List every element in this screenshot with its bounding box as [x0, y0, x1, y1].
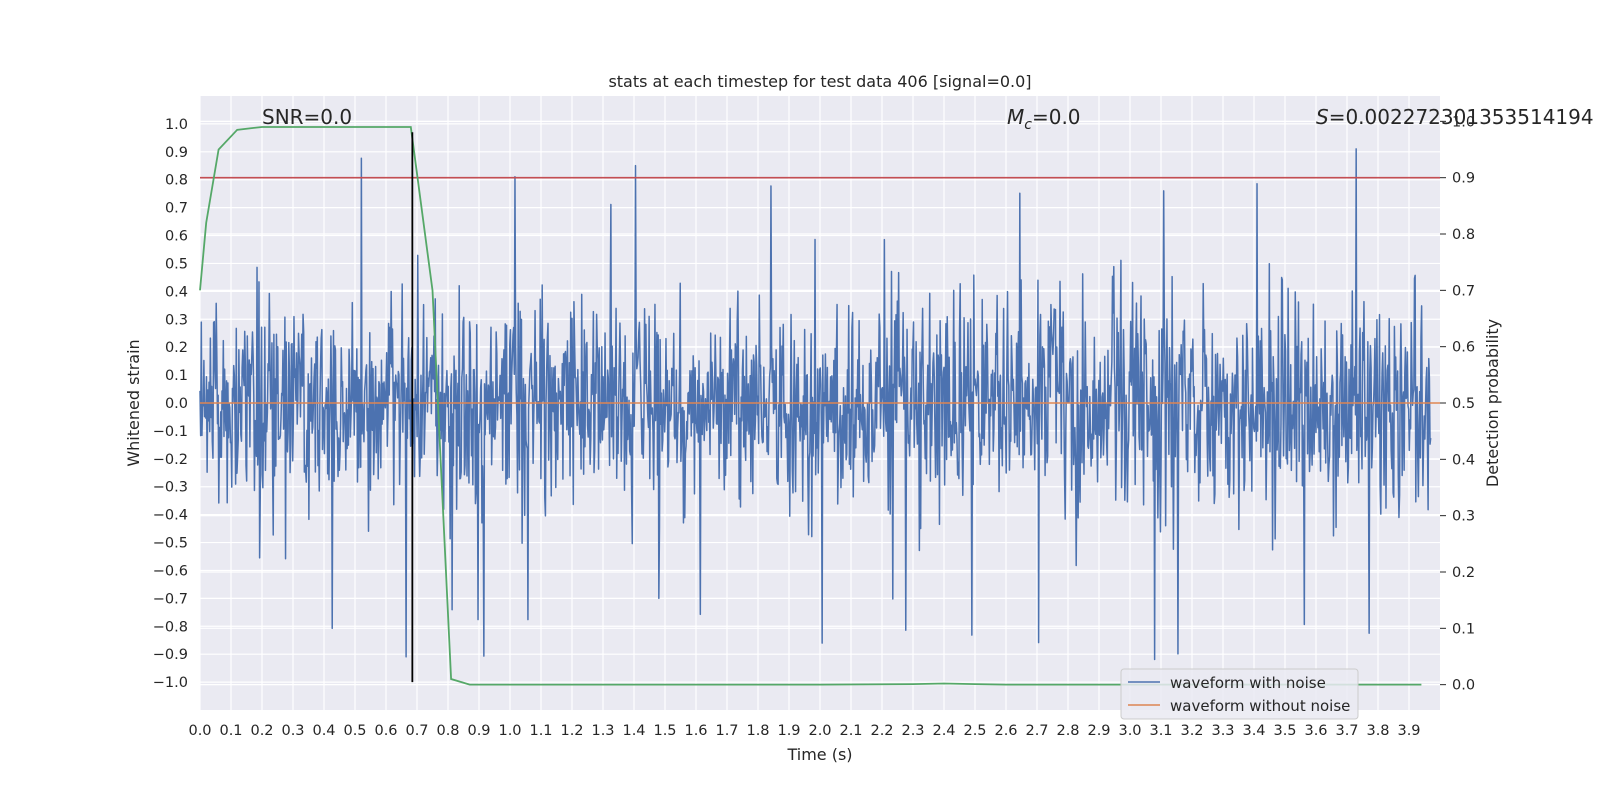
y-tick-label-right: 0.0 — [1452, 678, 1475, 694]
x-tick-label: 2.8 — [1056, 723, 1079, 739]
s-value: =0.002272301353514194 — [1329, 105, 1594, 129]
x-tick-label: 0.4 — [312, 723, 335, 739]
series-detection-probability — [199, 126, 1422, 686]
x-tick-label: 1.7 — [715, 723, 738, 739]
x-tick-label: 3.6 — [1304, 723, 1327, 739]
y-tick-label-left: −0.4 — [153, 508, 188, 524]
x-tick-label: 3.7 — [1335, 723, 1358, 739]
x-tick-label: 0.3 — [281, 723, 304, 739]
y-tick-label-left: −0.6 — [153, 563, 188, 579]
x-tick-label: 2.7 — [1025, 723, 1048, 739]
y-tick-label-left: 0.6 — [165, 229, 188, 245]
y-tick-label-left: 0.2 — [165, 340, 188, 356]
y-tick-label-left: −0.8 — [153, 619, 188, 635]
x-tick-label: 0.7 — [405, 723, 428, 739]
legend: waveform with noise waveform without noi… — [1120, 668, 1359, 720]
s-annotation: S=0.002272301353514194 — [1316, 105, 1594, 129]
y-tick-label-left: 0.7 — [165, 201, 188, 217]
x-tick-label: 3.9 — [1397, 723, 1420, 739]
x-tick-label: 1.6 — [684, 723, 707, 739]
s-symbol: S — [1316, 105, 1329, 129]
mc-subscript: c — [1024, 117, 1032, 133]
y-tick-label-left: −1.0 — [153, 675, 188, 691]
x-tick-label: 0.9 — [467, 723, 490, 739]
x-tick-label: 2.2 — [870, 723, 893, 739]
x-tick-label: 3.2 — [1180, 723, 1203, 739]
legend-box — [1120, 668, 1359, 720]
mc-value: =0.0 — [1032, 105, 1081, 129]
y-tick-label-right: 0.2 — [1452, 565, 1475, 581]
chart-title: stats at each timestep for test data 406… — [608, 72, 1031, 91]
x-tick-label: 2.6 — [994, 723, 1017, 739]
y-tick-label-left: 0.1 — [165, 368, 188, 384]
x-tick-label: 0.6 — [374, 723, 397, 739]
y-tick-label-right: 0.6 — [1452, 340, 1475, 356]
y-tick-label-left: 0.3 — [165, 312, 188, 328]
x-tick-label: 0.0 — [188, 723, 211, 739]
x-tick-label: 0.8 — [436, 723, 459, 739]
x-tick-label: 1.8 — [746, 723, 769, 739]
y-tick-label-left: −0.3 — [153, 480, 188, 496]
x-tick-label: 1.0 — [498, 723, 521, 739]
legend-label-noise: waveform with noise — [1170, 674, 1326, 692]
line-detection-probability — [199, 126, 1422, 686]
x-tick-label: 1.5 — [653, 723, 676, 739]
x-tick-label: 3.5 — [1273, 723, 1296, 739]
y-tick-label-left: 0.9 — [165, 145, 188, 161]
y-tick-labels-left: 1.0 0.9 0.8 0.7 0.6 0.5 0.4 0.3 0.2 0.1 0.0 −0.1 −0.… — [153, 117, 188, 691]
mc-symbol: M — [1007, 105, 1024, 129]
y-tick-label-left: −0.7 — [153, 591, 188, 607]
x-tick-label: 3.3 — [1211, 723, 1234, 739]
x-tick-label: 0.2 — [250, 723, 273, 739]
y-tick-label-right: 0.4 — [1452, 452, 1475, 468]
x-tick-label: 2.9 — [1087, 723, 1110, 739]
x-tick-label: 1.4 — [622, 723, 645, 739]
y-tick-label-left: 0.5 — [165, 256, 188, 272]
x-tick-label: 2.0 — [808, 723, 831, 739]
x-tick-label: 1.3 — [591, 723, 614, 739]
x-tick-label: 2.1 — [839, 723, 862, 739]
snr-annotation: SNR=0.0 — [262, 105, 352, 129]
x-tick-label: 3.0 — [1118, 723, 1141, 739]
y-tick-label-left: −0.5 — [153, 536, 188, 552]
y-tick-label-right: 0.9 — [1452, 171, 1475, 187]
y-tick-labels-right: 1.0 0.9 0.8 0.7 0.6 0.5 0.4 0.3 0.2 0.1 0.0 — [1440, 114, 1475, 694]
y-tick-label-right: 0.5 — [1452, 396, 1475, 412]
y-tick-label-left: −0.9 — [153, 647, 188, 663]
x-tick-label: 0.1 — [219, 723, 242, 739]
x-tick-labels: 0.0 0.1 0.2 0.3 0.4 0.5 0.6 0.7 0.8 0.9 1.0 1.1 1.2 1… — [188, 723, 1420, 739]
y-tick-label-left: −0.1 — [153, 424, 188, 440]
x-tick-label: 2.3 — [901, 723, 924, 739]
x-tick-label: 3.4 — [1242, 723, 1265, 739]
x-tick-label: 2.4 — [932, 723, 955, 739]
y-tick-label-right: 0.1 — [1452, 621, 1475, 637]
y-tick-label-right: 0.3 — [1452, 509, 1475, 525]
legend-label-clean: waveform without noise — [1170, 697, 1350, 715]
x-tick-label: 3.8 — [1366, 723, 1389, 739]
series-waveform-with-noise — [199, 148, 1432, 661]
y-tick-label-right: 0.8 — [1452, 227, 1475, 243]
y-tick-label-left: 0.4 — [165, 284, 188, 300]
y-tick-label-left: 1.0 — [165, 117, 188, 133]
x-tick-label: 1.1 — [529, 723, 552, 739]
x-tick-label: 3.1 — [1149, 723, 1172, 739]
line-waveform-with-noise — [199, 148, 1432, 661]
y-tick-label-left: −0.2 — [153, 452, 188, 468]
x-tick-label: 2.5 — [963, 723, 986, 739]
x-tick-label: 1.9 — [777, 723, 800, 739]
x-tick-label: 1.2 — [560, 723, 583, 739]
mc-annotation: Mc=0.0 — [1007, 105, 1081, 133]
y-axis-label-left: Whitened strain — [124, 339, 143, 466]
y-tick-label-left: 0.0 — [165, 396, 188, 412]
x-tick-label: 0.5 — [343, 723, 366, 739]
x-axis-label: Time (s) — [786, 745, 852, 764]
y-tick-label-right: 0.7 — [1452, 283, 1475, 299]
y-tick-label-left: 0.8 — [165, 173, 188, 189]
y-tick-label-right: 1.0 — [1452, 114, 1475, 130]
y-axis-label-right: Detection probability — [1483, 319, 1502, 487]
